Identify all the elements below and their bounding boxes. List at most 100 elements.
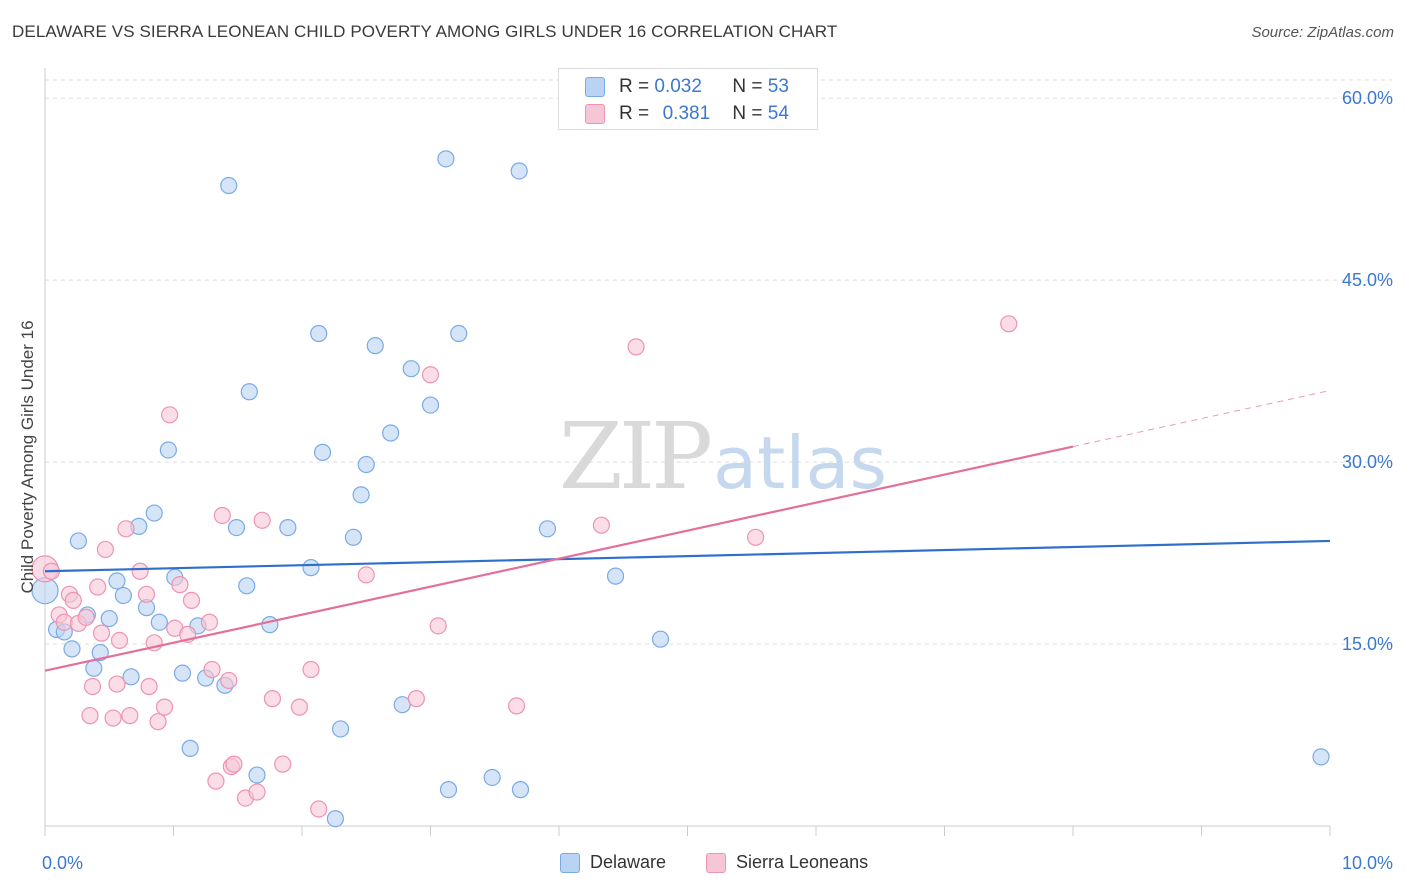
sierra-leoneans-point [310,800,328,818]
n-label: N = [732,76,763,97]
delaware-point [122,668,140,686]
stats-legend: R = 0.032 N = 53 R = 0.381 N = 54 [558,68,818,130]
delaware-point [402,360,420,378]
n-value: 54 [767,103,789,124]
grid [45,79,1392,645]
sierra-leoneans-point [302,660,320,679]
sierra-leoneans-point [253,511,271,529]
delaware-point [173,664,192,682]
delaware-point [248,766,266,784]
legend-label-sierra-leoneans: Sierra Leoneans [736,852,869,872]
delaware-point [227,518,246,537]
sierra-leoneans-point [96,540,114,559]
r-value: 0.032 [654,76,702,97]
delaware-point [181,739,199,757]
delaware-point [302,559,320,577]
n-label: N = [732,103,763,124]
sierra-leoneans-point [77,608,95,626]
delaware-point [331,720,350,738]
delaware-point [240,383,258,401]
sierra-leoneans-point [627,338,645,356]
sierra-leoneans-point [89,578,107,596]
trendlines [44,390,1331,672]
sierra-leoneans-trendline-extension [1072,390,1331,448]
tick-labels: 15.0% 30.0% 45.0% 60.0% 0.0% 10.0% [42,88,1393,873]
series-legend: Delaware Sierra Leoneans [0,852,1406,878]
delaware-point [437,150,455,168]
delaware-point [344,528,362,546]
sierra-leoneans-point [83,677,102,696]
delaware-point [238,577,256,595]
delaware-point [220,176,238,195]
sierra-leoneans-point [203,660,221,679]
delaware-point [69,532,88,550]
delaware-point [261,616,279,634]
delaware-point [1312,748,1330,766]
sierra-swatch [585,104,605,124]
sierra-leoneans-point [81,707,99,725]
delaware-point [114,586,132,605]
delaware-point [145,504,163,522]
chart-title: DELAWARE VS SIERRA LEONEAN CHILD POVERTY… [12,22,838,41]
sierra-leoneans-point [155,698,174,716]
sierra-leoneans-point [220,671,238,690]
legend-label-delaware: Delaware [590,852,667,872]
sierra-leoneans-point [110,631,129,650]
r-label: R = [619,76,650,97]
sierra-leoneans-trendline [44,445,1074,672]
sierra-leoneans-point [171,576,189,594]
delaware-point [393,696,411,714]
sierra-leoneans-point [207,772,225,790]
delaware-point [439,781,458,799]
sierra-leoneans-point [200,613,219,631]
sierra-leoneans-point [140,677,158,696]
legend-item-delaware[interactable]: Delaware [560,852,666,873]
sierra-leoneans-point [248,783,266,801]
axes [44,68,1331,836]
delaware-point [510,162,528,180]
watermark-atlas: atlas [713,421,887,505]
sierra-leoneans-point [1000,315,1018,333]
delaware-point [279,518,297,537]
watermark-zip: ZIP [559,403,710,510]
sierra-leoneans-point [357,566,375,584]
x-tick-label: 10.0% [1342,853,1393,873]
delaware-point [310,324,328,343]
delaware-point [91,643,109,662]
delaware-point [538,520,557,538]
y-tick-label: 15.0% [1342,634,1393,654]
sierra-leoneans-point [225,755,243,773]
r-value: 0.381 [662,103,711,124]
delaware-point [150,613,168,631]
delaware-point [421,396,440,414]
sierra-swatch [706,852,726,873]
sierra-leoneans-point [104,709,122,727]
delaware-point [357,455,375,474]
sierra-leoneans-point [290,698,309,716]
y-tick-label: 30.0% [1342,452,1393,472]
delaware-point [108,572,126,590]
sierra-leoneans-point [213,506,231,525]
delaware-point [511,781,530,799]
y-tick-label: 45.0% [1342,270,1393,290]
watermark: ZIP atlas [559,403,887,510]
sierra-leoneans-point [161,406,179,424]
delaware-point [63,640,81,658]
source-label: Source: ZipAtlas.com [1251,24,1394,41]
sierra-leoneans-point [64,591,82,609]
sierra-leoneans-point [747,528,765,546]
sierra-leoneans-point [263,690,282,708]
n-value: 53 [767,76,789,97]
sierra-leoneans-point [131,562,149,580]
delaware-point [100,609,118,628]
sierra-leoneans-point [92,624,111,642]
sierra-leoneans-point [182,591,201,609]
sierra-leoneans-point [592,516,611,534]
delaware-swatch [585,77,605,97]
sierra-leoneans-point [507,697,526,715]
r-label: R = [619,103,650,124]
sierra-leoneans-point [55,613,73,631]
legend-item-sierra-leoneans[interactable]: Sierra Leoneans [706,852,868,873]
delaware-point [651,630,670,648]
